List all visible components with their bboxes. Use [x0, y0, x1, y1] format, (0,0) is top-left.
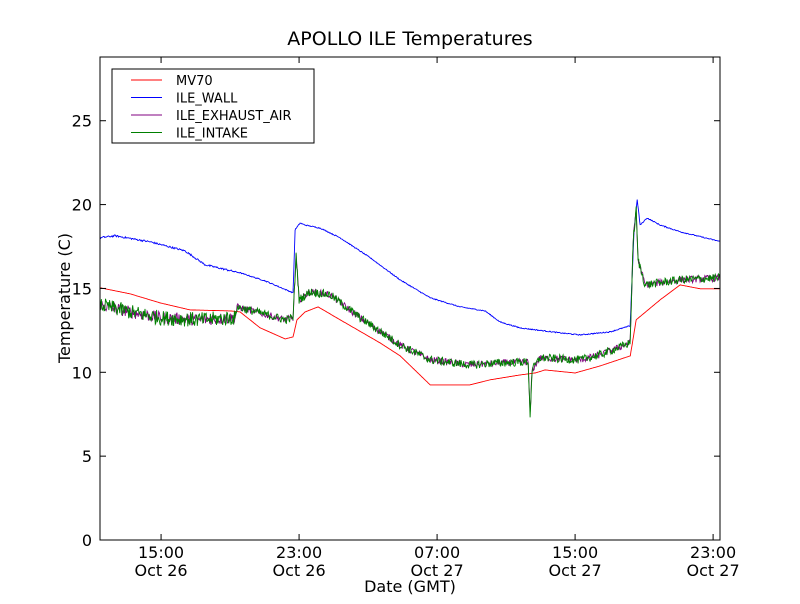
- y-axis-label: Temperature (C): [55, 233, 74, 364]
- y-tick-label: 5: [82, 447, 92, 466]
- series-line-ile-intake: [99, 206, 721, 418]
- legend-label: ILE_EXHAUST_AIR: [176, 109, 292, 124]
- series-layer: [99, 199, 721, 418]
- legend: MV70 ILE_WALL ILE_EXHAUST_AIR ILE_INTAKE: [111, 68, 315, 144]
- x-tick-label-time: 23:00: [690, 543, 736, 562]
- legend-box: [111, 68, 315, 144]
- x-tick-label-time: 07:00: [414, 543, 460, 562]
- y-tick-label: 0: [82, 531, 92, 550]
- y-tick-label: 10: [72, 363, 92, 382]
- x-axis-label: Date (GMT): [364, 577, 456, 596]
- chart-title: APOLLO ILE Temperatures: [287, 28, 532, 50]
- plot-frame: [99, 56, 721, 541]
- y-tick-label: 15: [72, 279, 92, 298]
- x-tick-label-date: Oct 26: [273, 561, 326, 580]
- y-tick-label: 20: [72, 196, 92, 215]
- series-line-mv70: [99, 284, 720, 386]
- x-tick-label-date: Oct 27: [687, 561, 740, 580]
- series-line-ile-exhaust-air: [99, 210, 721, 413]
- legend-label: ILE_INTAKE: [176, 127, 248, 142]
- legend-label: ILE_WALL: [176, 92, 238, 107]
- x-tick-label-date: Oct 27: [411, 561, 464, 580]
- x-tick-label-date: Oct 26: [135, 561, 188, 580]
- legend-label: MV70: [176, 74, 213, 89]
- x-tick-label-date: Oct 27: [549, 561, 602, 580]
- x-tick-label-time: 15:00: [552, 543, 598, 562]
- series-line-ile-wall: [99, 199, 721, 336]
- y-tick-label: 25: [72, 112, 92, 131]
- x-tick-label-time: 23:00: [276, 543, 322, 562]
- x-tick-label-time: 15:00: [138, 543, 184, 562]
